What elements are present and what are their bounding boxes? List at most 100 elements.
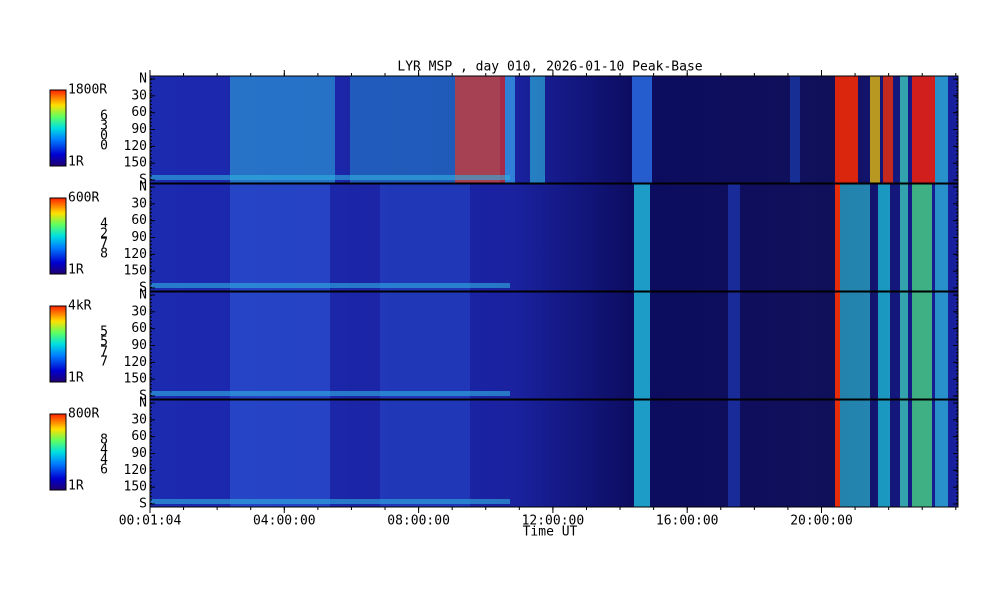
y-tick-label: N <box>139 72 147 87</box>
keogram-feature <box>935 400 948 507</box>
keogram-feature <box>840 184 870 291</box>
keogram-feature <box>870 76 880 183</box>
keogram-feature <box>455 76 505 183</box>
y-tick-label: 60 <box>131 429 147 444</box>
keogram-feature <box>835 400 840 507</box>
wavelength-digit: 3 <box>100 119 108 134</box>
keogram-feature <box>878 292 890 399</box>
keogram-feature <box>835 292 840 399</box>
wavelength-digit: 4 <box>100 443 108 458</box>
x-tick-label: 20:00:00 <box>790 514 853 529</box>
wavelength-digit: 0 <box>100 139 108 154</box>
wavelength-digit: 8 <box>100 433 108 448</box>
y-tick-label: 120 <box>124 355 147 370</box>
y-tick-label: 60 <box>131 213 147 228</box>
colorbar-min-label: 1R <box>68 155 84 170</box>
y-tick-label: 90 <box>131 446 147 461</box>
keogram-feature <box>900 76 908 183</box>
keogram-feature <box>878 400 890 507</box>
keogram-feature <box>935 292 948 399</box>
y-tick-label: S <box>139 497 147 512</box>
horizon-glow <box>150 391 510 396</box>
x-tick-label: 04:00:00 <box>253 514 316 529</box>
y-tick-label: 150 <box>124 372 147 387</box>
wavelength-digit: 0 <box>100 129 108 144</box>
y-tick-label: 150 <box>124 156 147 171</box>
colorbar-max-label: 600R <box>68 191 99 206</box>
keogram-feature <box>728 184 740 291</box>
colorbar-min-label: 1R <box>68 479 84 494</box>
y-tick-label: 150 <box>124 480 147 495</box>
wavelength-digit: 7 <box>100 237 108 252</box>
y-tick-label: 150 <box>124 264 147 279</box>
horizon-glow <box>150 283 510 288</box>
keogram-feature <box>935 76 948 183</box>
wavelength-digit: 5 <box>100 325 108 340</box>
y-tick-label: 60 <box>131 321 147 336</box>
y-tick-label: 30 <box>131 412 147 427</box>
keogram-feature <box>883 76 893 183</box>
y-tick-label: 120 <box>124 463 147 478</box>
colorbar-min-label: 1R <box>68 371 84 386</box>
y-tick-label: S <box>139 173 147 188</box>
keogram-feature <box>380 400 470 507</box>
y-tick-label: N <box>139 180 147 195</box>
keogram-feature <box>790 76 800 183</box>
y-tick-label: N <box>139 288 147 303</box>
keogram-feature <box>912 76 935 183</box>
y-tick-label: 90 <box>131 338 147 353</box>
colorbar-max-label: 800R <box>68 407 99 422</box>
y-tick-label: 90 <box>131 230 147 245</box>
x-tick-label: 08:00:00 <box>387 514 450 529</box>
x-tick-label: 00:01:04 <box>119 514 182 529</box>
keogram-feature <box>530 76 545 183</box>
keogram-feature <box>835 184 840 291</box>
y-tick-label: S <box>139 389 147 404</box>
keogram-feature <box>380 184 470 291</box>
wavelength-digit: 8 <box>100 247 108 262</box>
wavelength-digit: 5 <box>100 335 108 350</box>
colorbar-max-label: 4kR <box>68 299 92 314</box>
colorbar <box>49 197 67 275</box>
x-tick-label: 12:00:00 <box>522 514 585 529</box>
keogram-feature <box>230 76 335 183</box>
y-tick-label: S <box>139 281 147 296</box>
keogram-feature <box>230 400 330 507</box>
colorbar-max-label: 1800R <box>68 83 107 98</box>
colorbar <box>49 413 67 491</box>
keogram-feature <box>840 292 870 399</box>
wavelength-digit: 6 <box>100 463 108 478</box>
y-tick-label: 120 <box>124 247 147 262</box>
keogram-feature <box>505 76 515 183</box>
keogram-feature <box>835 76 858 183</box>
keogram-feature <box>230 292 330 399</box>
y-tick-label: 30 <box>131 88 147 103</box>
y-tick-label: 120 <box>124 139 147 154</box>
keogram-feature <box>728 400 740 507</box>
keogram-feature <box>380 292 470 399</box>
wavelength-digit: 7 <box>100 345 108 360</box>
keogram-feature <box>230 184 330 291</box>
keogram-feature <box>634 400 650 507</box>
keogram-feature <box>900 184 908 291</box>
y-tick-label: 30 <box>131 304 147 319</box>
horizon-glow <box>150 175 510 180</box>
wavelength-digit: 4 <box>100 453 108 468</box>
keogram-feature <box>900 400 908 507</box>
keogram-feature <box>912 292 932 399</box>
y-tick-label: 30 <box>131 196 147 211</box>
y-tick-label: N <box>139 396 147 411</box>
keogram-feature <box>912 184 932 291</box>
y-tick-label: 60 <box>131 105 147 120</box>
keogram-feature <box>634 292 650 399</box>
wavelength-digit: 6 <box>100 109 108 124</box>
horizon-glow <box>150 499 510 504</box>
x-tick-label: 16:00:00 <box>656 514 719 529</box>
keogram-feature <box>634 184 650 291</box>
x-axis-label: Time UT <box>523 525 578 540</box>
keogram-feature <box>912 400 932 507</box>
colorbar-min-label: 1R <box>68 263 84 278</box>
keogram-feature <box>900 292 908 399</box>
wavelength-digit: 7 <box>100 355 108 370</box>
